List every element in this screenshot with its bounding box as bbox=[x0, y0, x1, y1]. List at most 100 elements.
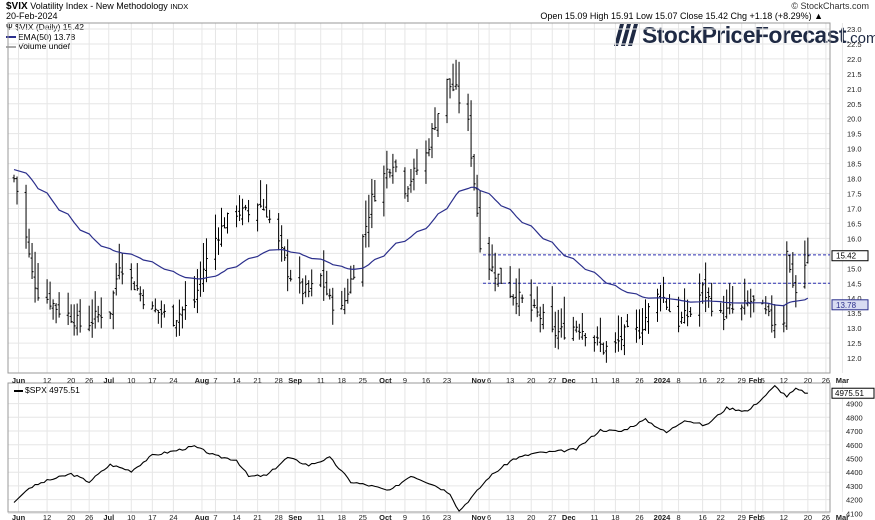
ohlc-bar bbox=[683, 288, 687, 324]
ohlc-bar bbox=[301, 278, 305, 305]
ohlc-bar bbox=[562, 296, 566, 340]
vix-ytick-label: 20.0 bbox=[847, 115, 862, 124]
ohlc-bar bbox=[637, 309, 641, 340]
ohlc-bar bbox=[472, 154, 476, 191]
vix-xtick-label: 6 bbox=[487, 376, 491, 385]
legend-volume: Volume undef bbox=[6, 41, 84, 52]
spx-xtick-label: 26 bbox=[85, 513, 93, 520]
vix-panel-frame bbox=[7, 22, 831, 374]
spx-xtick-label: 12 bbox=[780, 513, 788, 520]
vix-xtick-label: 20 bbox=[804, 376, 812, 385]
ohlc-bar bbox=[171, 304, 175, 327]
ohlc-bar bbox=[69, 304, 73, 323]
ohlc-bar bbox=[90, 299, 94, 338]
ohlc-bar bbox=[517, 268, 521, 317]
vix-xtick-label: 18 bbox=[338, 376, 346, 385]
vix-grid bbox=[18, 23, 843, 373]
spx-xtick-label: Mar bbox=[836, 513, 849, 520]
spx-xtick-label: 21 bbox=[253, 513, 261, 520]
ohlc-bar bbox=[556, 309, 560, 350]
vix-xtick-label: Sep bbox=[288, 376, 302, 385]
spx-xtick-label: 14 bbox=[232, 513, 240, 520]
ohlc-bar bbox=[177, 299, 181, 336]
spx-xtick-label: 2024 bbox=[654, 513, 672, 520]
volume-swatch-icon bbox=[6, 45, 16, 48]
vix-xtick-label: 11 bbox=[590, 376, 598, 385]
ohlc-bar bbox=[601, 342, 605, 355]
vix-xtick-label: 14 bbox=[232, 376, 240, 385]
vix-hgrid bbox=[8, 28, 830, 359]
vix-ytick-label: 14.0 bbox=[847, 294, 862, 303]
ohlc-bar bbox=[27, 228, 31, 258]
ohlc-bar bbox=[535, 286, 539, 318]
ohlc-bar bbox=[659, 284, 663, 312]
ohlc-bar bbox=[361, 234, 365, 287]
ohlc-bar bbox=[406, 186, 410, 203]
spx-grid bbox=[18, 383, 843, 512]
vix-ytick-label: 14.5 bbox=[847, 279, 862, 288]
ohlc-bar bbox=[87, 305, 91, 332]
logo-tld: .com bbox=[845, 29, 875, 47]
ohlc-bar bbox=[499, 267, 503, 284]
vix-xtick-label: 26 bbox=[822, 376, 830, 385]
vix-ohlc-bars bbox=[12, 59, 810, 363]
ohlc-bar bbox=[114, 263, 118, 296]
ohlc-bar bbox=[710, 282, 714, 317]
ohlc-bar bbox=[66, 292, 70, 326]
date-label: 20-Feb-2024 bbox=[6, 11, 58, 21]
vix-xtick-label: 18 bbox=[611, 376, 619, 385]
ohlc-bar bbox=[451, 63, 455, 92]
ohlc-bar bbox=[150, 301, 154, 310]
ohlc-bar bbox=[794, 275, 798, 308]
ohlc-bar bbox=[30, 242, 34, 279]
spx-xtick-label: Nov bbox=[472, 513, 487, 520]
ohlc-bar bbox=[120, 253, 124, 285]
ohlc-bar bbox=[782, 304, 786, 333]
ohlc-bar bbox=[643, 299, 647, 331]
spx-xtick-label: 29 bbox=[738, 513, 746, 520]
ohlc-bar bbox=[346, 278, 350, 304]
ohlc-bar bbox=[559, 308, 563, 338]
symbol-name: Volatility Index - New Methodology bbox=[30, 1, 168, 11]
ohlc-bar bbox=[213, 214, 217, 271]
spx-xtick-label: 8 bbox=[676, 513, 680, 520]
vix-xtick-label: 29 bbox=[738, 376, 746, 385]
ohlc-bar bbox=[448, 78, 452, 99]
ohlc-bar bbox=[592, 335, 596, 352]
spx-xtick-label: 28 bbox=[274, 513, 282, 520]
ohlc-bar bbox=[550, 286, 554, 333]
ohlc-bar bbox=[598, 317, 602, 353]
ohlc-bar bbox=[12, 174, 16, 183]
spx-xtick-label: Jul bbox=[103, 513, 114, 520]
ohlc-bar bbox=[96, 305, 100, 323]
vix-xtick-label: Nov bbox=[472, 376, 487, 385]
ohlc-bar bbox=[262, 198, 266, 211]
vix-xtick-label: 10 bbox=[127, 376, 135, 385]
ohlc-bar bbox=[403, 167, 407, 199]
ohlc-bar bbox=[132, 281, 136, 291]
vix-ytick-label: 19.5 bbox=[847, 130, 862, 139]
ohlc-bar bbox=[409, 168, 413, 193]
ohlc-bar bbox=[430, 123, 434, 159]
ohlc-bar bbox=[701, 282, 705, 304]
ohlc-bar bbox=[367, 194, 371, 248]
vix-xtick-label: 17 bbox=[148, 376, 156, 385]
ohlc-bar bbox=[75, 303, 79, 336]
spx-xtick-label: 27 bbox=[548, 513, 556, 520]
vix-ytick-label: 21.5 bbox=[847, 70, 862, 79]
ohlc-bar bbox=[457, 61, 461, 114]
ohlc-bar bbox=[773, 304, 777, 339]
ohlc-bar bbox=[247, 199, 251, 223]
ohlc-bar bbox=[496, 273, 500, 287]
spx-panel-frame bbox=[7, 382, 831, 513]
ohlc-bar bbox=[349, 265, 353, 294]
spx-xtick-label: 26 bbox=[822, 513, 830, 520]
vix-xtick-label: Feb bbox=[749, 376, 763, 385]
ohlc-bars-icon: Ψ bbox=[6, 23, 13, 32]
ohlc-bar bbox=[241, 198, 245, 226]
ohlc-bar bbox=[159, 300, 163, 328]
ohlc-bar bbox=[72, 304, 76, 336]
spx-xtick-label: 9 bbox=[403, 513, 407, 520]
spx-ytick-label: 4300 bbox=[846, 482, 863, 491]
